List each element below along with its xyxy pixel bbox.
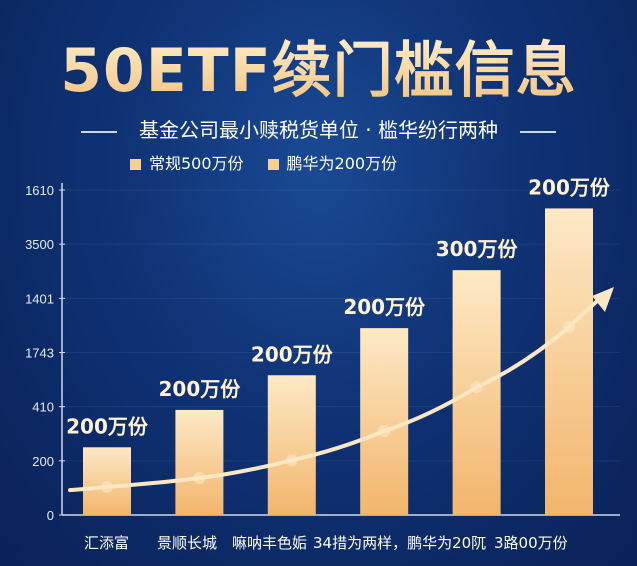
y-tick-label: 410 — [32, 400, 54, 415]
legend-item: 鹏华为200万份 — [267, 150, 398, 174]
chart-title: 50ETF续门槛信息 — [0, 22, 637, 109]
data-label: 200万份 — [343, 295, 426, 319]
y-tick-label: 0 — [47, 508, 54, 523]
data-label: 200万份 — [159, 377, 242, 401]
legend-swatch — [267, 159, 279, 170]
legend: 常规500万份 鹏华为200万份 — [130, 150, 397, 174]
y-tick-label: 1610 — [25, 183, 54, 198]
trend-line — [68, 296, 602, 493]
bar — [175, 409, 224, 515]
bar — [360, 328, 409, 515]
x-tick-label: 3路00万份 — [494, 534, 568, 552]
y-tick-label: 200 — [32, 454, 54, 469]
x-tick-label: 景顺长城 — [157, 534, 217, 552]
trend-point — [378, 425, 391, 438]
x-tick-label: 嘛呐丰色姤 — [232, 534, 307, 552]
data-label: 200万份 — [66, 414, 149, 438]
trend-point — [193, 472, 206, 485]
divider — [80, 130, 117, 133]
trend-point — [470, 381, 483, 394]
legend-label: 常规500万份 — [149, 154, 244, 173]
subtitle-text: 基金公司最小赎税货单位 · 槛华纷行两种 — [138, 118, 499, 142]
x-tick-label: 34措为两样，鹏华为20阢 — [313, 534, 486, 552]
bar — [267, 375, 316, 515]
x-tick-label: 汇添富 — [84, 534, 129, 552]
bar — [545, 208, 593, 515]
y-tick-label: 3500 — [25, 237, 54, 252]
arrow-icon — [592, 287, 614, 312]
legend-label: 鹏华为200万份 — [286, 154, 398, 173]
y-tick-label: 1743 — [25, 346, 54, 361]
data-label: 200万份 — [528, 175, 611, 199]
trend-point — [101, 480, 113, 493]
data-label: 200万份 — [251, 342, 334, 366]
legend-swatch — [130, 159, 141, 170]
chart-subtitle: 基金公司最小赎税货单位 · 槛华纷行两种 — [0, 114, 637, 143]
legend-item: 常规500万份 — [130, 150, 244, 174]
trend-point — [563, 321, 575, 334]
data-label: 300万份 — [436, 237, 519, 261]
divider — [520, 130, 557, 133]
trend-point — [285, 454, 298, 467]
y-tick-label: 1401 — [25, 291, 54, 306]
